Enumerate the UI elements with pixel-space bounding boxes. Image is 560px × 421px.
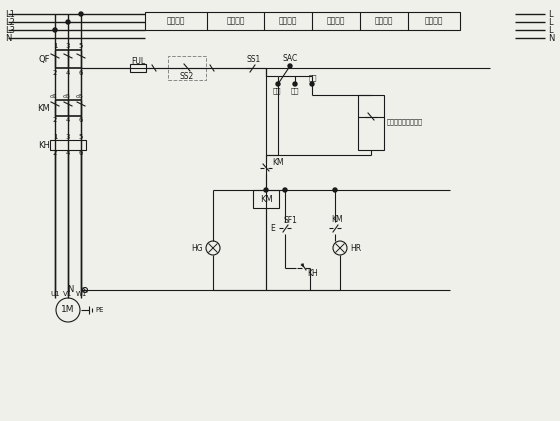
Text: 自控: 自控: [309, 75, 318, 81]
Text: 5: 5: [79, 134, 83, 140]
Circle shape: [82, 288, 87, 293]
Circle shape: [288, 64, 292, 68]
Bar: [253, 190, 279, 208]
Circle shape: [56, 298, 80, 322]
Text: N: N: [548, 34, 554, 43]
Text: 6: 6: [79, 150, 83, 156]
Text: E: E: [270, 224, 275, 232]
Text: L: L: [548, 26, 553, 35]
Text: d5: d5: [76, 93, 84, 99]
Text: KM: KM: [38, 104, 50, 112]
Circle shape: [66, 20, 70, 24]
Text: 6: 6: [79, 70, 83, 76]
Text: W1: W1: [75, 291, 87, 297]
Text: 3: 3: [66, 134, 70, 140]
Text: 智能继电器中继触点: 智能继电器中继触点: [387, 119, 423, 125]
Text: 2: 2: [53, 117, 57, 123]
Text: L1: L1: [5, 10, 15, 19]
Circle shape: [333, 241, 347, 255]
Text: V1: V1: [63, 291, 73, 297]
Text: 1M: 1M: [61, 306, 74, 314]
Text: d1: d1: [50, 93, 58, 99]
Text: HG: HG: [192, 243, 203, 253]
Text: QF: QF: [39, 54, 50, 64]
Text: 运行指示: 运行指示: [375, 16, 393, 26]
Text: 5: 5: [79, 43, 83, 49]
Circle shape: [333, 188, 337, 192]
Text: KM: KM: [272, 157, 284, 166]
Text: L: L: [548, 18, 553, 27]
Text: 4: 4: [66, 150, 70, 156]
Circle shape: [310, 82, 314, 86]
Text: 4: 4: [66, 70, 70, 76]
Text: KM: KM: [331, 215, 343, 224]
Circle shape: [53, 28, 57, 32]
Text: KM: KM: [260, 195, 272, 203]
Text: 急停按钮: 急停按钮: [226, 16, 245, 26]
Text: FUL: FUL: [131, 56, 145, 66]
Text: L3: L3: [5, 26, 15, 35]
Text: KH: KH: [38, 141, 50, 149]
Text: KH: KH: [307, 269, 319, 277]
Text: SS1: SS1: [247, 54, 261, 64]
Text: 手控起泵: 手控起泵: [326, 16, 346, 26]
Text: 4: 4: [66, 117, 70, 123]
Text: L2: L2: [5, 18, 15, 27]
Bar: [358, 95, 384, 150]
Text: 自控起泵: 自控起泵: [424, 16, 444, 26]
Circle shape: [276, 82, 280, 86]
Circle shape: [264, 188, 268, 192]
Text: 1: 1: [53, 134, 57, 140]
Bar: [130, 64, 146, 72]
Text: HR: HR: [350, 243, 361, 253]
Circle shape: [79, 12, 83, 16]
Text: 停泵指示: 停泵指示: [279, 16, 297, 26]
Text: 手控: 手控: [273, 88, 281, 94]
Circle shape: [283, 188, 287, 192]
Text: N: N: [5, 34, 11, 43]
Text: SS2: SS2: [180, 72, 194, 80]
Text: 空位: 空位: [291, 88, 299, 94]
Bar: [168, 56, 206, 80]
Text: d3: d3: [63, 93, 71, 99]
Circle shape: [293, 82, 297, 86]
Text: 控制回路: 控制回路: [167, 16, 185, 26]
Text: N: N: [67, 285, 73, 295]
Bar: [50, 140, 86, 150]
Bar: [145, 12, 460, 30]
Text: PE: PE: [95, 307, 104, 313]
Text: SAC: SAC: [282, 53, 297, 62]
Text: U1: U1: [50, 291, 60, 297]
Circle shape: [206, 241, 220, 255]
Text: L: L: [548, 10, 553, 19]
Text: SF1: SF1: [283, 216, 297, 224]
Text: 1: 1: [53, 43, 57, 49]
Text: 6: 6: [79, 117, 83, 123]
Text: 2: 2: [53, 150, 57, 156]
Text: 3: 3: [66, 43, 70, 49]
Text: 2: 2: [53, 70, 57, 76]
